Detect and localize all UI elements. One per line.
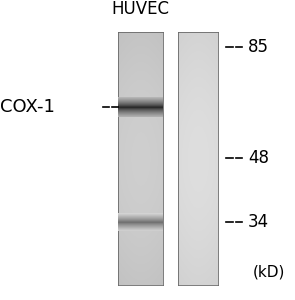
Text: 48: 48 bbox=[248, 149, 269, 167]
Text: 85: 85 bbox=[248, 38, 269, 56]
Text: COX-1: COX-1 bbox=[0, 98, 55, 116]
Text: (kD): (kD) bbox=[253, 265, 285, 280]
Text: 34: 34 bbox=[248, 213, 269, 231]
Text: HUVEC: HUVEC bbox=[112, 0, 170, 18]
